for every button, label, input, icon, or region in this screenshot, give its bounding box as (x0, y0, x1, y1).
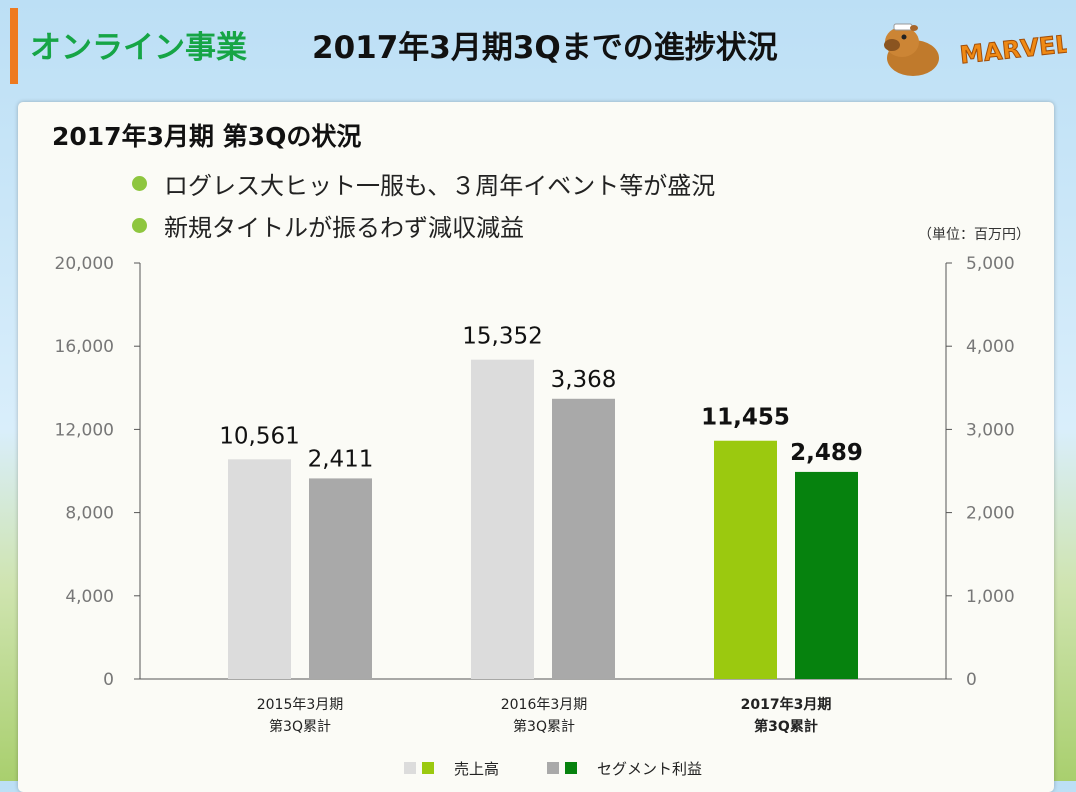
data-label-profit: 3,368 (551, 367, 617, 393)
right-tick-label: 3,000 (966, 420, 1015, 440)
chart-legend: 売上高 セグメント利益 (404, 757, 702, 779)
bar-profit (552, 398, 615, 679)
bullet-dot-icon (132, 176, 147, 191)
content-panel (18, 102, 1054, 792)
bullet-text: ログレス大ヒット一服も、３周年イベント等が盛況 (164, 172, 716, 200)
header-accent-bar (10, 8, 18, 84)
bar-sales (714, 440, 777, 679)
panel-title: 2017年3月期 第3Qの状況 (52, 122, 362, 151)
bar-sales (471, 359, 534, 679)
legend-label-sales: 売上高 (454, 759, 500, 778)
right-tick-label: 5,000 (966, 254, 1015, 274)
legend-swatch-sales-current (422, 762, 434, 774)
bullet-item-1: ログレス大ヒット一服も、３周年イベント等が盛況 (132, 166, 715, 201)
bar-sales (228, 459, 291, 679)
category-year: 2015年3月期 (256, 697, 344, 713)
bullet-dot-icon (132, 218, 147, 233)
bullet-item-2: 新規タイトルが振るわず減収減益 (132, 208, 524, 243)
left-tick-label: 0 (103, 670, 114, 690)
left-tick-label: 12,000 (55, 420, 114, 440)
category-period: 第3Q累計 (269, 719, 331, 735)
category-period: 第3Q累計 (513, 719, 575, 735)
legend-swatch-profit-past (547, 762, 560, 774)
data-label-sales: 11,455 (701, 405, 790, 431)
category-label-2015: 2015年3月期 第3Q累計 (220, 694, 380, 738)
section-title: オンライン事業 (30, 30, 247, 66)
bullet-text: 新規タイトルが振るわず減収減益 (164, 214, 524, 242)
header-bar: オンライン事業 2017年3月期3Qまでの進捗状況 MARVELOUS! (0, 0, 1076, 95)
data-label-profit: 2,411 (308, 446, 374, 472)
category-period: 第3Q累計 (754, 719, 818, 735)
category-label-2016: 2016年3月期 第3Q累計 (464, 694, 624, 738)
right-tick-label: 0 (966, 670, 977, 690)
unit-label: （単位：百万円） (918, 227, 1030, 243)
right-tick-label: 4,000 (966, 337, 1015, 357)
category-year: 2016年3月期 (500, 697, 588, 713)
right-tick-label: 2,000 (966, 504, 1015, 524)
left-tick-label: 16,000 (55, 337, 114, 357)
category-year: 2017年3月期 (740, 697, 832, 713)
legend-label-profit: セグメント利益 (597, 759, 703, 778)
left-tick-label: 20,000 (55, 254, 114, 274)
bar-profit (309, 478, 372, 679)
capybara-mascot-icon (884, 23, 939, 76)
legend-swatch-sales-past (404, 762, 416, 774)
right-tick-label: 1,000 (966, 587, 1015, 607)
marvelous-logo: MARVELOUS! (958, 22, 1067, 70)
legend-swatch-profit-current (565, 762, 578, 774)
left-tick-label: 4,000 (65, 587, 114, 607)
page-title: 2017年3月期3Qまでの進捗状況 (312, 30, 778, 66)
data-label-profit: 2,489 (790, 440, 863, 466)
data-label-sales: 15,352 (462, 324, 542, 350)
left-tick-label: 8,000 (65, 504, 114, 524)
data-label-sales: 10,561 (219, 423, 299, 449)
category-label-2017: 2017年3月期 第3Q累計 (706, 694, 866, 738)
bar-profit (795, 471, 858, 679)
